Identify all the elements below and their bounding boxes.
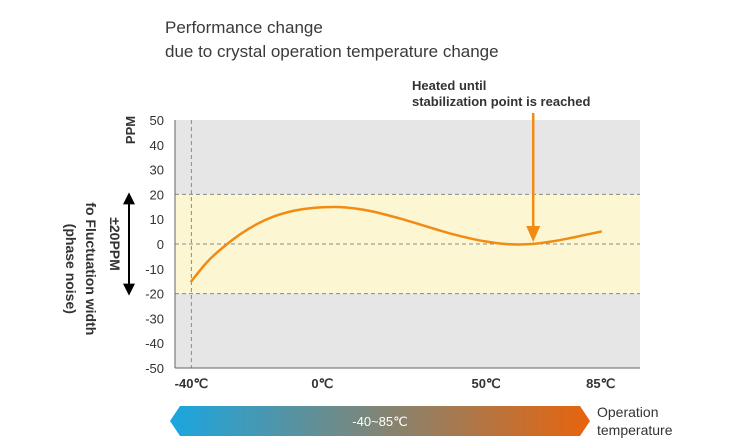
arrow-head-down-icon bbox=[526, 226, 541, 242]
y-tick-label: -10 bbox=[145, 262, 164, 277]
y-axis-label: PPM bbox=[123, 116, 138, 144]
series-layer bbox=[190, 205, 602, 283]
operation-range-bar bbox=[170, 406, 590, 436]
y-tick-label: 10 bbox=[150, 212, 164, 227]
y-tick-label: -50 bbox=[145, 361, 164, 376]
y-tick-label: 20 bbox=[150, 187, 164, 202]
x-tick-label: 0℃ bbox=[311, 376, 333, 391]
operation-range-label: -40~85℃ bbox=[352, 414, 407, 429]
y-tick-label: -20 bbox=[145, 287, 164, 302]
chart-title-line-1: Performance change bbox=[165, 18, 323, 37]
chart-title-line-2: due to crystal operation temperature cha… bbox=[165, 42, 499, 61]
x-tick-label: 85℃ bbox=[586, 376, 615, 391]
operation-temperature-label-line-2: temperature bbox=[597, 422, 673, 438]
x-tick-label: -40℃ bbox=[175, 376, 208, 391]
y-tick-label: 50 bbox=[150, 113, 164, 128]
stabilization-label-line-2: stabilization point is reached bbox=[412, 94, 590, 109]
chart-title: Performance change due to crystal operat… bbox=[165, 16, 499, 64]
series-line bbox=[190, 205, 602, 283]
fluctuation-label-line-1: fo Fluctuation width bbox=[83, 202, 99, 335]
arrow-head-up-icon bbox=[123, 192, 135, 205]
y-tick-label: -30 bbox=[145, 311, 164, 326]
stabilization-annotation: Heated until stabilization point is reac… bbox=[412, 78, 590, 242]
operation-temperature-label-line-1: Operation bbox=[597, 404, 658, 420]
x-tick-label: 50℃ bbox=[472, 376, 501, 391]
fluctuation-annotation: fo Fluctuation width (phase noise) ±20PP… bbox=[63, 192, 135, 335]
y-tick-label: 30 bbox=[150, 163, 164, 178]
y-axis-ticks: 50 40 30 20 10 0 -10 -20 -30 -40 -50 bbox=[145, 113, 164, 376]
y-tick-label: -40 bbox=[145, 336, 164, 351]
y-tick-label: 40 bbox=[150, 138, 164, 153]
fluctuation-range-label: ±20PPM bbox=[107, 217, 123, 271]
grid-lines bbox=[174, 120, 640, 369]
arrow-head-down-icon bbox=[123, 283, 135, 296]
fluctuation-label-line-2: (phase noise) bbox=[63, 224, 79, 314]
y-tick-label: 0 bbox=[157, 237, 164, 252]
x-axis-ticks: -40℃ 0℃ 50℃ 85℃ bbox=[175, 376, 616, 391]
stabilization-label-line-1: Heated until bbox=[412, 78, 486, 93]
